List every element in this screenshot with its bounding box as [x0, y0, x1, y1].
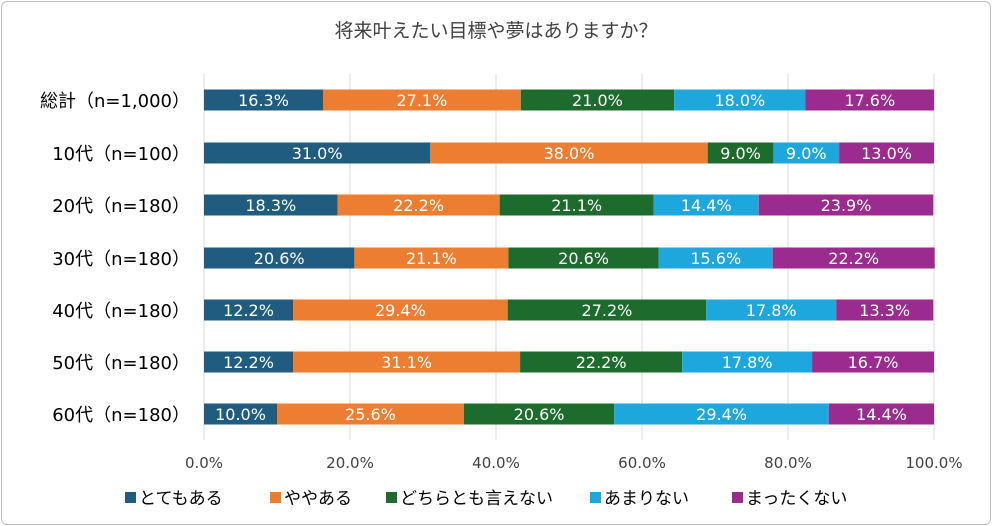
data-label: 31.1%	[381, 353, 432, 372]
bar-segment	[204, 403, 277, 425]
data-label: 9.0%	[720, 144, 761, 163]
data-label: 17.8%	[746, 301, 797, 320]
bar-segment	[772, 247, 935, 269]
data-label: 21.1%	[406, 249, 457, 268]
bar-segment	[204, 142, 431, 164]
bar-segment	[805, 89, 934, 111]
legend-swatch	[732, 492, 743, 503]
data-label: 12.2%	[223, 301, 274, 320]
category-label: 60代（n=180）	[52, 405, 190, 426]
data-label: 18.3%	[245, 196, 296, 215]
category-label: 10代（n=100）	[52, 144, 190, 165]
bar-segment	[653, 194, 759, 216]
x-tick-label: 40.0%	[472, 454, 520, 472]
data-label: 25.6%	[345, 405, 396, 424]
data-label: 23.9%	[821, 196, 872, 215]
category-label: 30代（n=180）	[52, 249, 190, 270]
data-label: 16.7%	[848, 353, 899, 372]
data-label: 15.6%	[690, 249, 741, 268]
data-label: 22.2%	[393, 196, 444, 215]
data-label: 38.0%	[544, 144, 595, 163]
category-label: 20代（n=180）	[52, 196, 190, 217]
legend-swatch	[590, 492, 601, 503]
bar-segment	[682, 351, 813, 373]
x-tick-label: 100.0%	[905, 454, 962, 472]
bar-segment	[499, 194, 654, 216]
x-tick-label: 60.0%	[618, 454, 666, 472]
bar-segment	[354, 247, 509, 269]
legend-label: どちらとも言えない	[400, 489, 553, 509]
bar-segment	[507, 299, 707, 321]
legend-label: ややある	[284, 489, 352, 509]
data-label: 29.4%	[375, 301, 426, 320]
bar-segment	[658, 247, 773, 269]
x-tick-label: 80.0%	[764, 454, 812, 472]
data-label: 21.0%	[572, 91, 623, 110]
data-label: 29.4%	[696, 405, 747, 424]
bar-segment	[204, 299, 294, 321]
bar-segment	[204, 351, 294, 373]
bar-segment	[828, 403, 934, 425]
bar-segment	[707, 142, 774, 164]
data-label: 17.6%	[844, 91, 895, 110]
data-label: 16.3%	[238, 91, 289, 110]
category-label: 40代（n=180）	[52, 301, 190, 322]
category-label: 総計（n=1,000）	[40, 91, 190, 112]
bar-segment	[758, 194, 934, 216]
bar-segment	[706, 299, 837, 321]
data-label: 27.2%	[582, 301, 633, 320]
bar-segment	[773, 142, 840, 164]
x-tick-label: 0.0%	[185, 454, 223, 472]
data-label: 10.0%	[215, 405, 266, 424]
data-label: 13.0%	[861, 144, 912, 163]
data-label: 12.2%	[223, 353, 274, 372]
legend-swatch	[125, 492, 136, 503]
data-label: 20.6%	[558, 249, 609, 268]
category-label: 50代（n=180）	[52, 353, 190, 374]
legend-swatch	[270, 492, 281, 503]
data-label: 14.4%	[856, 405, 907, 424]
legend-swatch	[386, 492, 397, 503]
chart-title: 将来叶えたい目標や夢はありますか？	[334, 20, 657, 42]
bar-segment	[204, 194, 338, 216]
x-tick-label: 20.0%	[326, 454, 374, 472]
data-label: 18.0%	[714, 91, 765, 110]
data-label: 9.0%	[786, 144, 827, 163]
data-label: 14.4%	[681, 196, 732, 215]
bar-segment	[337, 194, 500, 216]
bar-segment	[430, 142, 708, 164]
data-label: 22.2%	[576, 353, 627, 372]
data-label: 13.3%	[859, 301, 910, 320]
legend-label: あまりない	[604, 489, 689, 509]
data-label: 27.1%	[396, 91, 447, 110]
bar-segment	[204, 247, 355, 269]
bar-segment	[614, 403, 829, 425]
bar-segment	[508, 247, 659, 269]
bar-segment	[812, 351, 934, 373]
data-label: 20.6%	[254, 249, 305, 268]
bar-segment	[293, 299, 508, 321]
data-label: 21.1%	[551, 196, 602, 215]
bar-segment	[293, 351, 521, 373]
data-label: 17.8%	[722, 353, 773, 372]
bar-segment	[322, 89, 521, 111]
bar-segment	[277, 403, 464, 425]
bar-segment	[463, 403, 615, 425]
data-label: 22.2%	[828, 249, 879, 268]
data-label: 31.0%	[292, 144, 343, 163]
bar-segment	[520, 89, 675, 111]
legend-label: まったくない	[746, 489, 847, 509]
bar-segment	[520, 351, 683, 373]
bar-segment	[204, 89, 323, 111]
bar-segment	[836, 299, 934, 321]
legend-label: とてもある	[139, 489, 223, 509]
data-label: 20.6%	[514, 405, 565, 424]
bar-segment	[839, 142, 934, 164]
bar-segment	[674, 89, 806, 111]
